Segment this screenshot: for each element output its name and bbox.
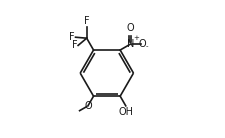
Text: F: F <box>69 32 74 42</box>
Text: F: F <box>83 16 89 26</box>
Text: -: - <box>145 43 148 49</box>
Text: F: F <box>72 40 77 50</box>
Text: O: O <box>84 101 91 111</box>
Text: O: O <box>126 23 133 33</box>
Text: +: + <box>133 35 139 41</box>
Text: OH: OH <box>118 107 133 117</box>
Text: O: O <box>138 39 146 49</box>
Text: N: N <box>126 39 133 49</box>
